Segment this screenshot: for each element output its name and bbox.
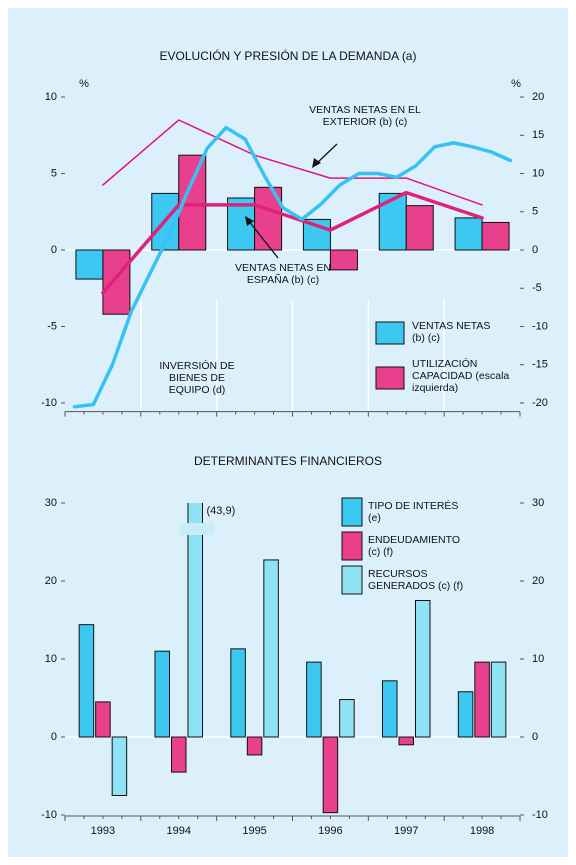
bar [474,661,490,738]
bar [306,661,322,738]
line [72,125,513,409]
bar [227,197,256,251]
legend-label: VENTAS NETAS (b) (c) [412,320,491,344]
bar [398,736,414,746]
line-annotation: VENTAS NETAS EN ESPAÑA (b) (c) [235,262,331,286]
bar [490,661,507,738]
bar [75,249,104,280]
y-tick-label: 0 [51,731,57,743]
bar [457,691,474,738]
y2-tick-label: 20 [532,575,544,587]
y2-tick-label: 10 [532,653,544,665]
y2-tick-label: 0 [532,731,538,743]
y-tick-label: 20 [45,575,57,587]
bar [378,192,407,251]
legend-swatch [341,531,363,561]
y-tick-label: -10 [41,809,57,821]
y2-tick-label: 20 [532,91,544,103]
legend-label: UTILIZACIÓN CAPACIDAD (escala izquierda) [412,358,510,394]
bar [481,221,510,251]
x-tick-label: 1997 [394,825,418,837]
bar [382,680,398,738]
arrow [247,219,279,259]
y-tick-label: -10 [41,397,57,409]
y-tick-label: 10 [45,91,57,103]
y2-tick-label: -20 [532,397,548,409]
legend-swatch [375,321,405,345]
x-tick-label: 1995 [242,825,266,837]
y2-tick-label: 10 [532,167,544,179]
x-tick-label: 1998 [470,825,494,837]
y-tick-label: -5 [47,320,57,332]
y2-tick-label: -5 [532,282,542,294]
y2-tick-label: -15 [532,359,548,371]
y2-tick-label: -10 [532,809,548,821]
y-tick-label: 5 [51,167,57,179]
bar [322,736,339,814]
y-tick-label: 10 [45,653,57,665]
bar [415,600,431,738]
y2-tick-label: 5 [532,206,538,218]
y-unit: % [79,78,89,90]
x-tick-label: 1994 [167,825,191,837]
y-tick-label: 30 [45,497,57,509]
bar [263,559,279,738]
line [102,119,483,206]
bar [78,624,95,738]
arrow-head [245,216,254,226]
line [101,190,484,295]
legend-swatch [341,497,363,527]
bars [78,503,507,814]
bar [339,699,355,738]
legend-label: ENDEUDAMIENTO (c) (f) [368,534,460,558]
bar [102,249,131,315]
bar [230,648,246,738]
arrow [315,143,338,165]
y-tick-label: 0 [51,244,57,256]
line-annotation: INVERSIÓN DE BIENES DE EQUIPO (d) [159,360,235,396]
y2-tick-label: 30 [532,497,544,509]
bar [154,650,170,738]
legend-swatch [375,366,405,390]
y2-tick-label: 0 [532,244,538,256]
bar [187,503,203,738]
bar [246,736,263,756]
x-tick-label: 1996 [318,825,342,837]
bar [329,249,358,271]
y2-tick-label: 15 [532,129,544,141]
y2-tick-label: -10 [532,320,548,332]
legend-swatch [341,565,363,595]
bar [405,205,434,251]
legend-label: TIPO DE INTERÉS (e) [368,500,459,524]
line-annotation: VENTAS NETAS EN EL EXTERIOR (b) (c) [309,104,421,128]
bar [95,701,111,738]
chart-title: EVOLUCIÓN Y PRESIÓN DE LA DEMANDA (a) [160,48,417,63]
bar [171,736,187,773]
bar-break [180,523,215,535]
bar [111,736,128,796]
x-tick-label: 1993 [91,825,115,837]
arrow-head [312,158,321,168]
bar [454,217,483,251]
chart-title: DETERMINANTES FINANCIEROS [194,454,382,468]
value-label: (43,9) [207,505,236,517]
y2-unit: % [511,78,521,90]
legend-label: RECURSOS GENERADOS (c) (f) [368,568,464,592]
